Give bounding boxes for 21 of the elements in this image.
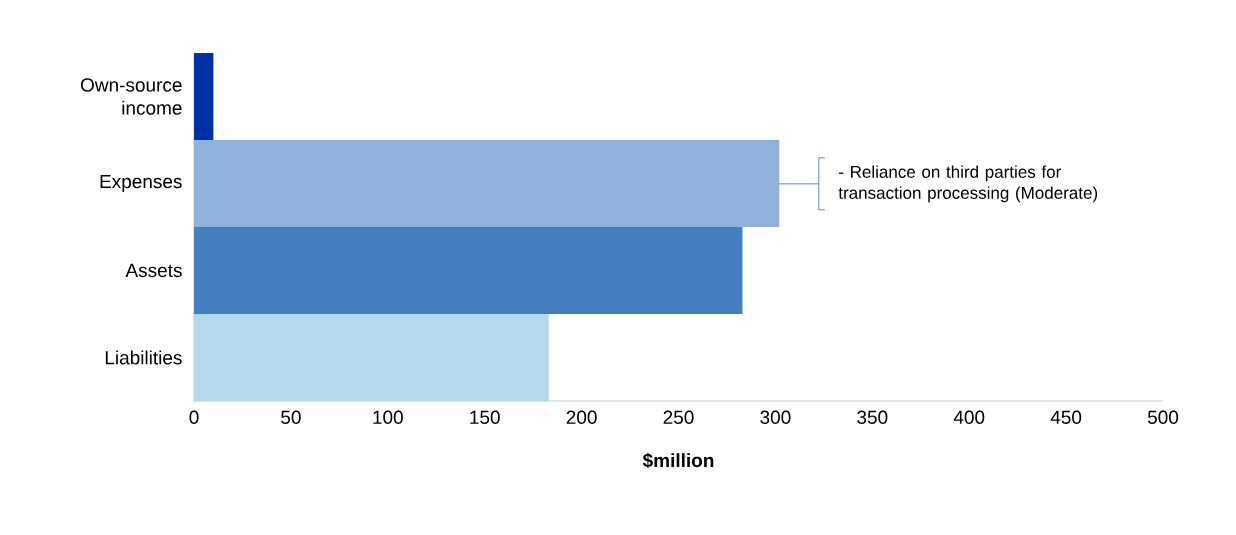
annotation: - Reliance on third parties for transaction processing (Moderate): [838, 165, 1098, 203]
x-tick-label: 350: [857, 410, 888, 424]
x-tick-label: 500: [1147, 410, 1179, 424]
x-tick-label: 250: [663, 410, 694, 424]
x-tick-label: 0: [189, 410, 199, 424]
x-tick-label: 50: [281, 410, 301, 424]
bar: [194, 140, 780, 227]
x-tick-label: 200: [566, 410, 597, 424]
bar: [194, 313, 549, 401]
x-axis-title: $million: [642, 452, 714, 469]
bar: [194, 226, 743, 314]
bar: [194, 53, 214, 140]
x-tick-label: 300: [760, 410, 791, 424]
x-tick-label: 450: [1050, 410, 1082, 424]
y-tick-label: Liabilities: [105, 350, 182, 365]
y-tick-label: Expenses: [100, 175, 182, 192]
x-tick-label: 100: [373, 410, 403, 424]
x-tick-label: 150: [470, 410, 500, 424]
x-tick-label: 400: [953, 410, 985, 424]
y-tick-label: Own-source income: [80, 78, 182, 115]
y-tick-label: Assets: [125, 263, 182, 278]
